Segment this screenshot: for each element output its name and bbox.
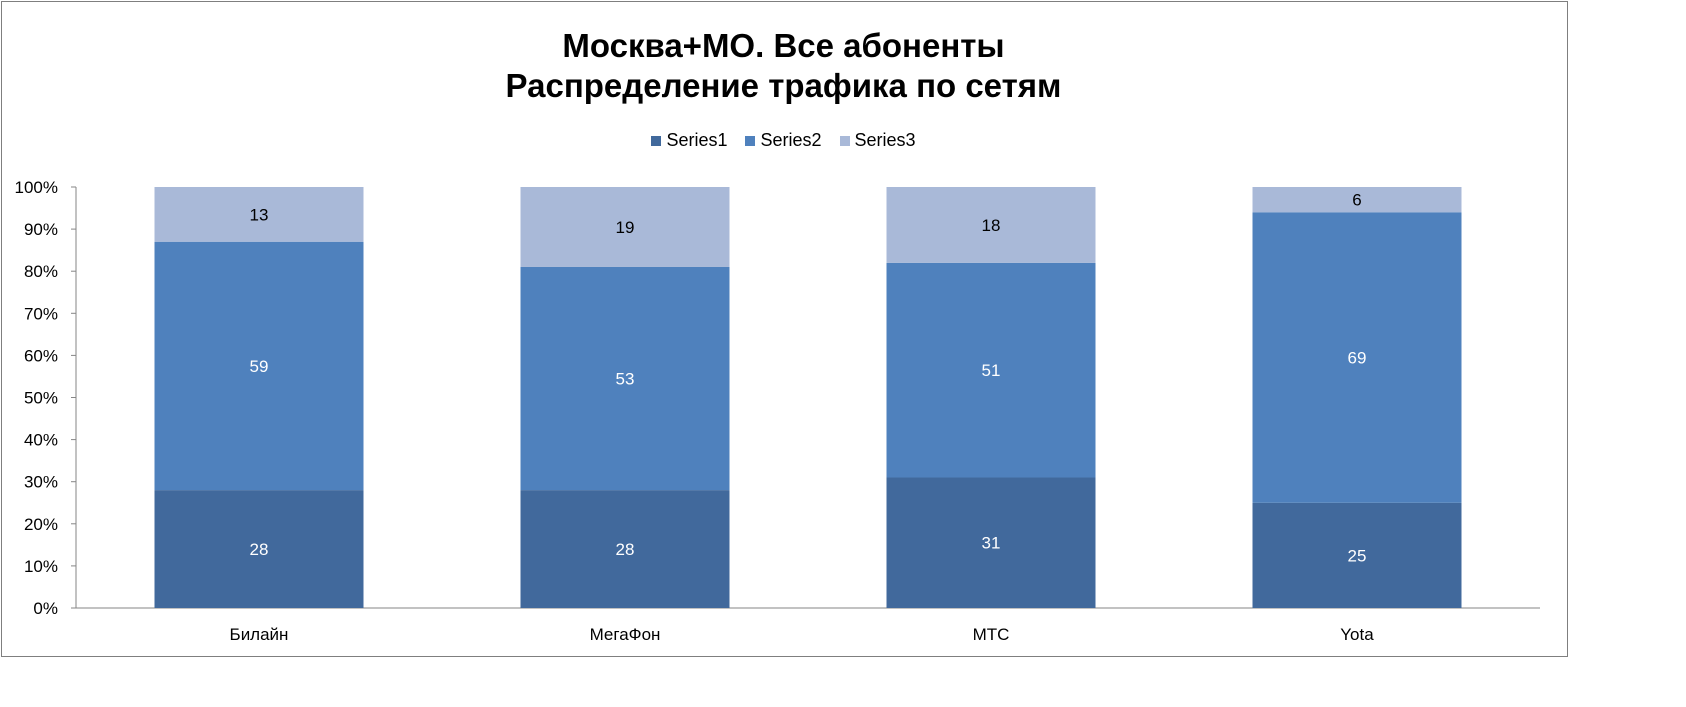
- legend-label-series2: Series2: [760, 130, 822, 150]
- bar-segment: [1252, 502, 1462, 608]
- y-tick-label: 100%: [15, 178, 58, 197]
- y-tick-label: 80%: [24, 262, 58, 281]
- bar-segment: [520, 266, 730, 491]
- bar-segment: [886, 187, 1096, 263]
- y-tick-label: 0%: [33, 599, 58, 618]
- legend-item-series2: Series2: [745, 130, 822, 151]
- data-label: 59: [250, 357, 269, 376]
- chart-title-line1: Москва+МО. Все абоненты: [562, 27, 1005, 64]
- data-label: 13: [250, 205, 269, 224]
- legend-swatch-series3: [839, 135, 850, 146]
- data-label: 53: [616, 370, 635, 389]
- chart-legend: Series1 Series2 Series3: [0, 130, 1567, 151]
- legend-swatch-series2: [745, 135, 756, 146]
- bar-segment: [886, 262, 1096, 478]
- legend-item-series3: Series3: [839, 130, 916, 151]
- legend-item-series1: Series1: [651, 130, 727, 151]
- bar-segment: [154, 490, 364, 608]
- bar-segment: [1252, 212, 1462, 503]
- data-label: 31: [982, 534, 1001, 553]
- y-tick-label: 40%: [24, 431, 58, 450]
- x-tick-label: МегаФон: [590, 625, 661, 644]
- y-tick-label: 20%: [24, 515, 58, 534]
- data-label: 28: [616, 540, 635, 559]
- legend-swatch-series1: [651, 135, 662, 146]
- y-tick-label: 10%: [24, 557, 58, 576]
- y-tick-label: 50%: [24, 389, 58, 408]
- bar-segment: [154, 187, 364, 242]
- x-tick-label: МТС: [973, 625, 1010, 644]
- data-label: 18: [982, 216, 1001, 235]
- data-label: 69: [1348, 349, 1367, 368]
- y-tick-label: 30%: [24, 473, 58, 492]
- y-tick-label: 70%: [24, 304, 58, 323]
- data-label: 19: [616, 218, 635, 237]
- data-label: 25: [1348, 546, 1367, 565]
- legend-label-series1: Series1: [666, 130, 728, 150]
- x-tick-label: Yota: [1340, 625, 1374, 644]
- chart-title-line2: Распределение трафика по сетям: [505, 67, 1062, 104]
- y-tick-label: 60%: [24, 346, 58, 365]
- bar-segment: [520, 490, 730, 608]
- bar-segment: [154, 241, 364, 491]
- x-tick-label: Билайн: [230, 625, 289, 644]
- bar-segment: [1252, 187, 1462, 213]
- data-label: 51: [982, 361, 1001, 380]
- data-label: 28: [250, 540, 269, 559]
- bar-segment: [520, 187, 730, 267]
- bar-segment: [886, 477, 1096, 608]
- data-label: 6: [1352, 191, 1361, 210]
- y-tick-label: 90%: [24, 220, 58, 239]
- legend-label-series3: Series3: [854, 130, 916, 150]
